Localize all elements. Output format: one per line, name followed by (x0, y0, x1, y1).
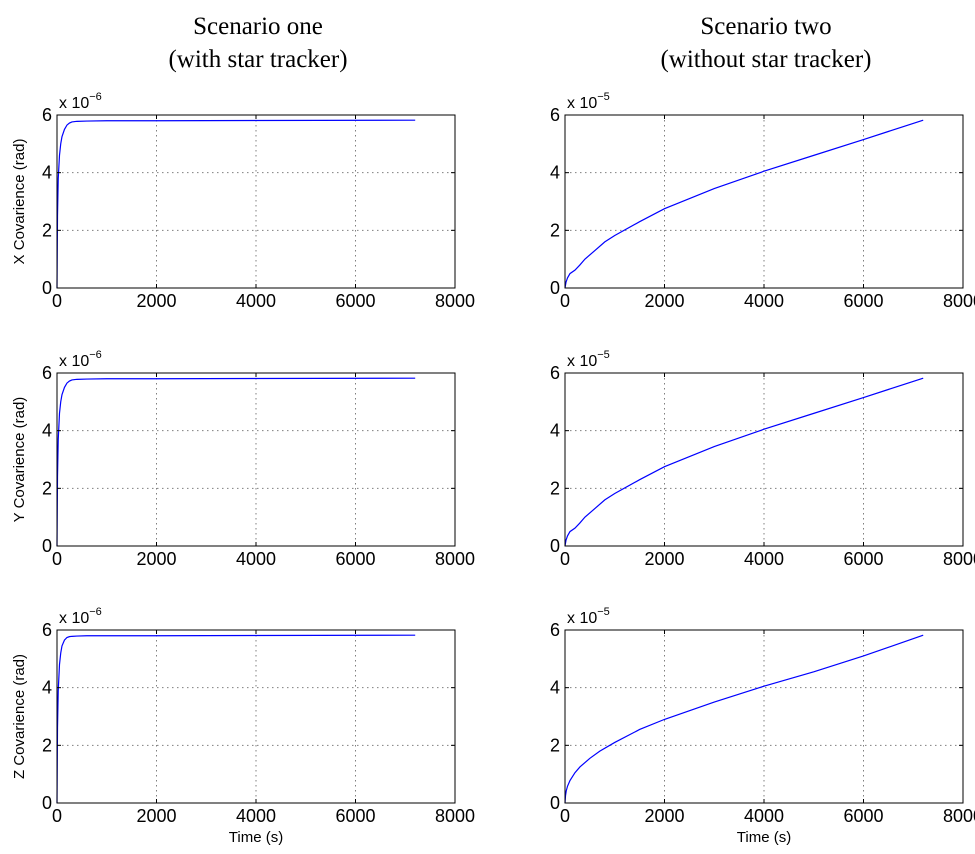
y-multiplier: x 10−5 (567, 91, 610, 112)
y-multiplier-base: x 10 (567, 610, 597, 627)
x-tick-label: 8000 (943, 806, 975, 826)
y-tick-label: 2 (550, 220, 560, 240)
y-tick-label: 6 (550, 620, 560, 640)
series-line (564, 377, 924, 547)
x-tick-label: 8000 (943, 549, 975, 569)
y-axis-label: X Covarience (rad) (11, 139, 28, 265)
y-tick-label: 0 (550, 536, 560, 556)
y-multiplier: x 10−6 (59, 91, 102, 112)
y-multiplier: x 10−6 (59, 349, 102, 370)
x-axis-label: Time (s) (737, 829, 791, 846)
y-multiplier-exponent: −6 (89, 606, 102, 618)
y-multiplier-exponent: −6 (89, 349, 102, 361)
y-multiplier-exponent: −5 (597, 91, 610, 103)
y-tick-label: 2 (42, 735, 52, 755)
x-tick-label: 4000 (236, 806, 276, 826)
y-tick-label: 4 (42, 421, 52, 441)
column-title-right: Scenario two (without star tracker) (660, 13, 871, 73)
y-tick-label: 0 (550, 278, 560, 298)
y-tick-label: 0 (550, 793, 560, 813)
x-tick-label: 2000 (136, 806, 176, 826)
x-tick-label: 6000 (335, 549, 375, 569)
column-title-right-line1: Scenario two (700, 13, 831, 40)
x-tick-label: 8000 (435, 806, 475, 826)
x-tick-label: 2000 (136, 291, 176, 311)
series-line (56, 634, 416, 804)
y-multiplier-base: x 10 (59, 353, 89, 370)
y-tick-label: 4 (550, 421, 560, 441)
y-tick-label: 2 (42, 478, 52, 498)
subplot-r1-c0: 0 2000 4000 6000 8000 0 2 4 6 x 10−6 Y Covarience … (11, 349, 475, 569)
series-line (564, 119, 924, 289)
y-multiplier: x 10−5 (567, 606, 610, 627)
y-tick-label: 4 (550, 163, 560, 183)
y-multiplier-base: x 10 (567, 353, 597, 370)
x-tick-label: 4000 (236, 291, 276, 311)
x-axis-label: Time (s) (229, 829, 283, 846)
y-tick-label: 2 (550, 735, 560, 755)
x-tick-label: 6000 (843, 291, 883, 311)
x-tick-label: 4000 (744, 549, 784, 569)
y-tick-label: 0 (42, 278, 52, 298)
y-tick-label: 6 (550, 105, 560, 125)
y-axis-label: Y Covarience (rad) (11, 397, 28, 523)
y-tick-label: 6 (550, 363, 560, 383)
y-tick-label: 4 (42, 163, 52, 183)
x-tick-label: 0 (52, 291, 62, 311)
y-multiplier: x 10−6 (59, 606, 102, 627)
x-tick-label: 8000 (435, 549, 475, 569)
y-tick-label: 6 (42, 363, 52, 383)
y-tick-label: 6 (42, 620, 52, 640)
y-multiplier-exponent: −5 (597, 606, 610, 618)
series-line (56, 119, 416, 289)
x-tick-label: 6000 (335, 806, 375, 826)
y-tick-label: 2 (550, 478, 560, 498)
series-line (564, 634, 924, 804)
x-tick-label: 0 (560, 291, 570, 311)
subplot-r1-c1: 0 2000 4000 6000 8000 0 2 4 6 x 10−5 (550, 349, 975, 569)
y-tick-label: 2 (42, 220, 52, 240)
x-tick-label: 6000 (843, 806, 883, 826)
y-multiplier-exponent: −5 (597, 349, 610, 361)
x-tick-label: 2000 (136, 549, 176, 569)
y-tick-label: 0 (42, 536, 52, 556)
x-tick-label: 4000 (236, 549, 276, 569)
subplot-r0-c0: 0 2000 4000 6000 8000 0 2 4 6 x 10−6 X Covarience … (11, 91, 475, 311)
y-tick-label: 6 (42, 105, 52, 125)
column-title-left-line2: (with star tracker) (168, 46, 347, 73)
x-tick-label: 6000 (335, 291, 375, 311)
x-tick-label: 0 (560, 549, 570, 569)
column-title-right-line2: (without star tracker) (660, 46, 871, 73)
column-title-left-line1: Scenario one (193, 13, 323, 40)
subplot-r2-c0: 0 2000 4000 6000 8000 0 2 4 6 x 10−6 Z Covarience … (11, 606, 475, 846)
subplot-r0-c1: 0 2000 4000 6000 8000 0 2 4 6 x 10−5 (550, 91, 975, 311)
y-tick-label: 4 (550, 678, 560, 698)
series-line (56, 377, 416, 547)
y-multiplier-base: x 10 (567, 95, 597, 112)
y-axis-label: Z Covarience (rad) (11, 654, 28, 779)
y-multiplier-base: x 10 (59, 610, 89, 627)
y-tick-label: 4 (42, 678, 52, 698)
y-multiplier-base: x 10 (59, 95, 89, 112)
x-tick-label: 8000 (943, 291, 975, 311)
x-tick-label: 0 (52, 549, 62, 569)
x-tick-label: 2000 (644, 806, 684, 826)
x-tick-label: 6000 (843, 549, 883, 569)
y-multiplier: x 10−5 (567, 349, 610, 370)
x-tick-label: 0 (52, 806, 62, 826)
x-tick-label: 2000 (644, 549, 684, 569)
x-tick-label: 2000 (644, 291, 684, 311)
y-multiplier-exponent: −6 (89, 91, 102, 103)
x-tick-label: 4000 (744, 291, 784, 311)
subplot-r2-c1: 0 2000 4000 6000 8000 0 2 4 6 x 10−5 Time (s) (550, 606, 975, 846)
y-tick-label: 0 (42, 793, 52, 813)
x-tick-label: 4000 (744, 806, 784, 826)
column-title-left: Scenario one (with star tracker) (168, 13, 347, 73)
x-tick-label: 0 (560, 806, 570, 826)
x-tick-label: 8000 (435, 291, 475, 311)
